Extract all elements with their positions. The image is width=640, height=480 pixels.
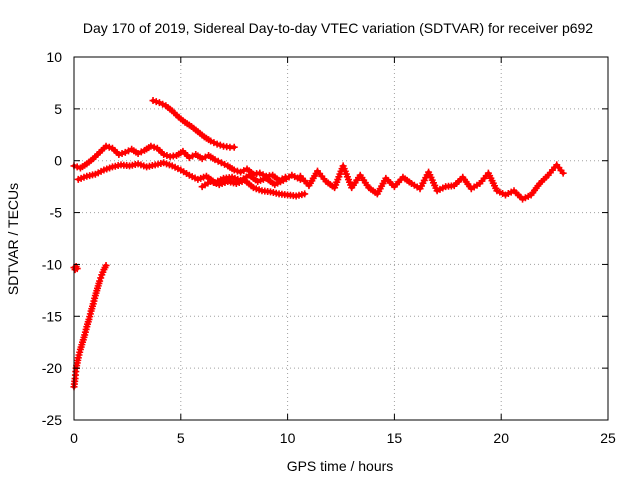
x-axis-label: GPS time / hours [287, 458, 394, 474]
y-tick-label: -25 [42, 412, 62, 428]
y-tick-labels: -25 -20 -15 -10 -5 0 5 10 [42, 49, 62, 428]
series-dip-mid [198, 176, 309, 200]
y-tick-label: 5 [54, 101, 62, 117]
x-tick-label: 25 [600, 430, 616, 446]
y-tick-label: -5 [50, 205, 63, 221]
axis-ticks [73, 56, 609, 421]
data-point-marker [216, 141, 224, 149]
data-point-marker [102, 142, 110, 150]
data-point-marker [105, 143, 113, 151]
x-tick-label: 0 [70, 430, 78, 446]
series-late-band [296, 161, 567, 203]
data-points [70, 97, 567, 391]
series-early-drop [70, 261, 110, 391]
data-point-marker [149, 97, 157, 105]
data-point-marker [230, 143, 238, 151]
y-tick-label: -10 [42, 256, 62, 272]
x-tick-label: 15 [387, 430, 403, 446]
data-point-marker [301, 190, 309, 198]
grid-lines [74, 57, 608, 420]
data-point-marker [160, 150, 168, 158]
y-tick-label: 10 [46, 49, 62, 65]
data-point-marker [147, 142, 155, 150]
x-tick-label: 5 [177, 430, 185, 446]
data-point-marker [213, 140, 221, 148]
y-tick-label: -20 [42, 360, 62, 376]
data-point-marker [230, 166, 238, 174]
series-arc-high [149, 97, 238, 151]
series-main-upper [70, 142, 289, 184]
data-point-marker [152, 98, 160, 106]
series-main-lower [74, 159, 304, 189]
data-point-marker [150, 143, 158, 151]
data-point-marker [73, 265, 81, 273]
x-tick-label: 20 [493, 430, 509, 446]
data-point-marker [233, 167, 241, 175]
data-point-marker [163, 152, 171, 160]
x-tick-labels: 0 5 10 15 20 25 [70, 430, 616, 446]
x-tick-label: 10 [280, 430, 296, 446]
plot-area-border [73, 56, 609, 421]
y-axis-label: SDTVAR / TECUs [5, 183, 21, 295]
y-tick-label: 0 [54, 153, 62, 169]
y-tick-label: -15 [42, 308, 62, 324]
data-point-marker [102, 261, 110, 269]
data-point-marker [115, 150, 123, 158]
chart-title: Day 170 of 2019, Sidereal Day-to-day VTE… [83, 20, 593, 36]
data-point-marker [118, 149, 126, 157]
data-point-marker [559, 169, 567, 177]
